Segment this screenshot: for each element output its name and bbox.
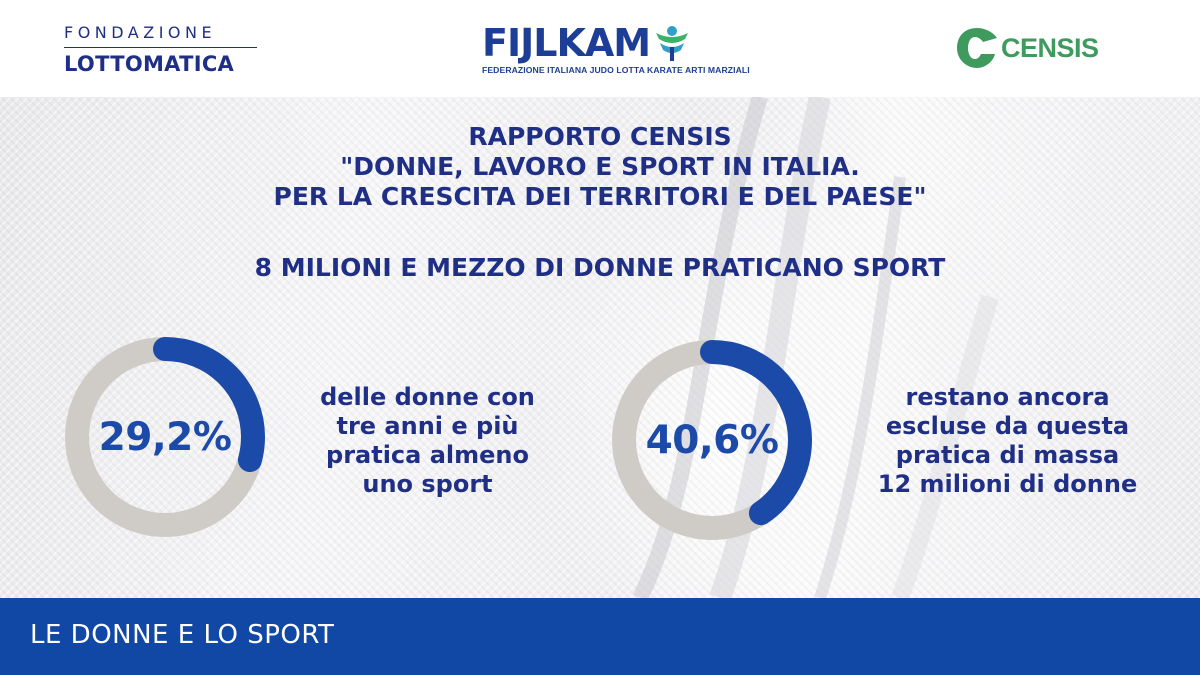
caption-line: delle donne con [320, 383, 535, 411]
donut-value-arc [612, 340, 812, 540]
donut-percentage-label: 40,6% [645, 417, 779, 463]
censis-logo: CENSIS [955, 26, 1099, 70]
fijlkam-emblem-icon [656, 26, 689, 61]
fondazione-lottomatica-logo: FONDAZIONE LOTTOMATICA [64, 24, 264, 76]
caption-line: 12 milioni di donne [877, 470, 1138, 498]
fijlkam-logo-word: FIJLKAM [482, 21, 651, 65]
fabric-folds [632, 97, 999, 598]
donut-caption-women-practicing: delle donne con tre anni e più pratica a… [300, 383, 555, 499]
report-title: RAPPORTO CENSIS "DONNE, LAVORO E SPORT I… [0, 122, 1200, 212]
censis-leaf-icon [957, 28, 997, 68]
caption-line: uno sport [362, 470, 493, 498]
censis-logo-word: CENSIS [1001, 33, 1099, 63]
header-bar: FONDAZIONE LOTTOMATICA FIJLKAM FEDERAZIO… [0, 0, 1200, 97]
footer-bar: LE DONNE E LO SPORT [0, 598, 1200, 675]
caption-line: escluse da questa [885, 412, 1130, 440]
fijlkam-logo-subtitle: FEDERAZIONE ITALIANA JUDO LOTTA KARATE A… [482, 65, 750, 75]
donut-chart-women-excluded: 40,6% [612, 340, 812, 540]
fondazione-logo-line1: FONDAZIONE [64, 23, 217, 42]
donut-percentage-label: 29,2% [98, 414, 232, 460]
donut-chart-women-practicing: 29,2% [65, 337, 265, 537]
headline-stat: 8 MILIONI E MEZZO DI DONNE PRATICANO SPO… [254, 253, 946, 282]
footer-label: LE DONNE E LO SPORT [30, 620, 335, 650]
fondazione-logo-line2: LOTTOMATICA [64, 52, 235, 76]
fondazione-logo-rule [64, 47, 257, 48]
report-title-line: PER LA CRESCITA DEI TERRITORI E DEL PAES… [273, 182, 927, 211]
report-title-line: RAPPORTO CENSIS [468, 122, 732, 151]
caption-line: restano ancora [905, 383, 1110, 411]
caption-line: pratica almeno [326, 441, 529, 469]
donut-chart-svg [65, 337, 265, 537]
report-title-line: "DONNE, LAVORO E SPORT IN ITALIA. [340, 152, 860, 181]
donut-caption-women-excluded: restano ancora escluse da questa pratica… [860, 383, 1155, 499]
caption-line: pratica di massa [895, 441, 1120, 469]
donut-chart-svg [612, 340, 812, 540]
caption-line: tre anni e più [336, 412, 519, 440]
donut-value-arc [65, 337, 265, 537]
fijlkam-logo: FIJLKAM FEDERAZIONE ITALIANA JUDO LOTTA … [482, 21, 750, 75]
